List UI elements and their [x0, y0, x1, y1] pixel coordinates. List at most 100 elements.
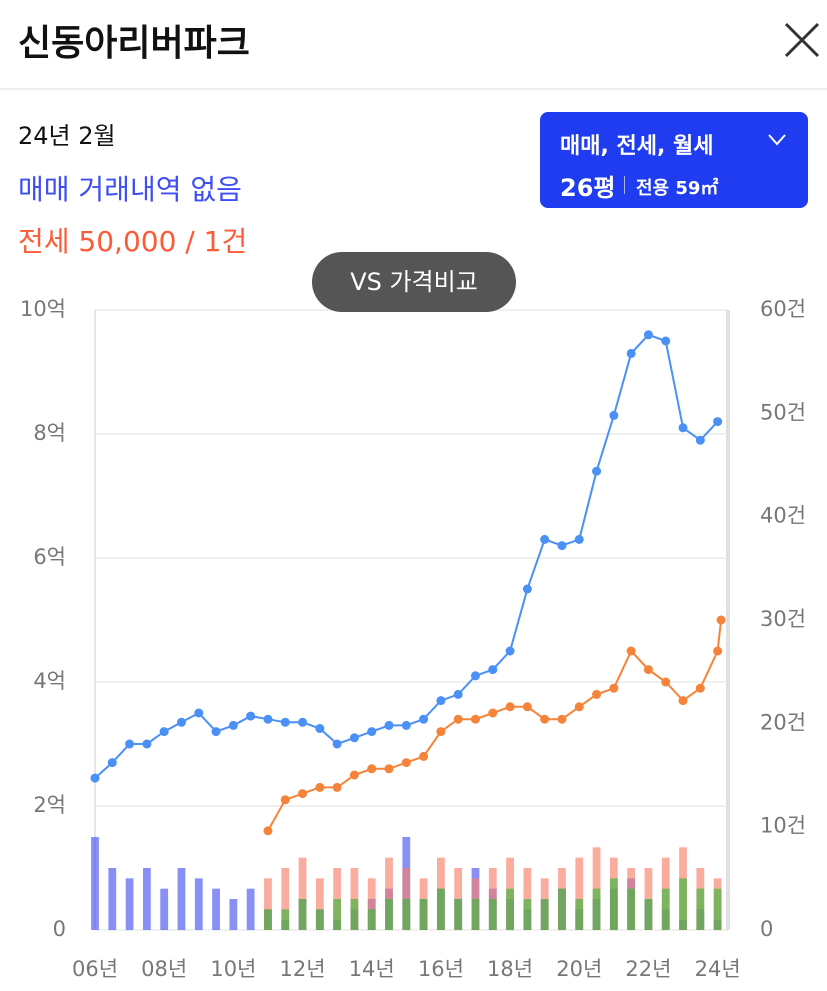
price-dot	[90, 773, 100, 783]
filter-button[interactable]: 매매, 전세, 월세 26평 전용 59㎡	[540, 112, 808, 208]
price-dot	[453, 689, 463, 699]
price-dot	[436, 727, 446, 737]
bar	[713, 888, 722, 930]
bar	[696, 888, 705, 930]
x-tick-label: 20년	[556, 957, 602, 981]
price-dot	[159, 727, 169, 737]
price-dot	[176, 717, 186, 727]
price-dot	[298, 717, 308, 727]
price-dot	[626, 348, 636, 358]
price-dot	[401, 758, 411, 768]
price-dot	[298, 789, 308, 799]
bar	[108, 868, 117, 930]
rent-info: 전세 50,000 / 1건	[18, 225, 248, 258]
bar	[264, 878, 272, 930]
bar	[523, 899, 532, 930]
y2-tick-label: 30건	[760, 607, 806, 631]
price-dot	[695, 683, 705, 693]
sale-info: 매매 거래내역 없음	[18, 173, 242, 206]
price-dot	[643, 665, 653, 675]
price-dot	[609, 683, 619, 693]
bar	[298, 857, 307, 930]
price-dot	[488, 665, 498, 675]
bar	[315, 909, 324, 930]
price-dot	[488, 708, 498, 718]
bar	[558, 888, 566, 930]
bar	[385, 857, 393, 930]
price-dot	[367, 727, 377, 737]
bar	[575, 857, 584, 930]
bar	[142, 868, 151, 930]
y-tick-label: 0	[53, 917, 66, 941]
price-dot	[401, 720, 411, 730]
bar	[367, 909, 376, 930]
price-dot	[713, 417, 723, 427]
price-dot	[349, 733, 359, 743]
bar	[592, 847, 601, 930]
filter-types: 매매, 전세, 월세	[560, 134, 714, 159]
compare-button[interactable]: VS 가격비교	[312, 252, 516, 312]
price-dot	[713, 646, 723, 656]
divider	[0, 88, 827, 90]
x-tick-label: 22년	[625, 957, 671, 981]
price-dot	[661, 336, 671, 346]
bar	[454, 899, 463, 930]
price-dot	[419, 714, 429, 724]
price-dot	[592, 689, 602, 699]
price-dot	[540, 714, 550, 724]
price-dot	[470, 714, 480, 724]
bar	[160, 888, 169, 930]
y2-tick-label: 0	[760, 917, 773, 941]
price-line	[267, 619, 723, 832]
price-dot	[349, 770, 359, 780]
y-tick-label: 10억	[20, 297, 66, 321]
bar	[575, 899, 584, 930]
price-dot	[470, 671, 480, 681]
price-dot	[643, 330, 653, 340]
area: 전용 59㎡	[636, 178, 719, 199]
price-dot	[194, 708, 204, 718]
price-dot	[142, 739, 152, 749]
chevron	[768, 134, 786, 146]
bar	[627, 888, 636, 930]
x-tick-label: 16년	[418, 957, 464, 981]
bar	[315, 878, 324, 930]
price-line	[94, 333, 719, 779]
y2-tick-label: 40건	[760, 504, 806, 528]
price-dot	[716, 615, 726, 625]
bar	[679, 878, 687, 930]
price-dot	[592, 466, 602, 476]
price-dot	[315, 782, 325, 792]
close-button[interactable]	[784, 22, 820, 58]
price-dot	[125, 739, 135, 749]
price-dot	[263, 714, 273, 724]
bar	[177, 868, 186, 930]
price-dot	[228, 720, 238, 730]
y2-tick-label: 20건	[760, 710, 806, 734]
bar	[661, 888, 670, 930]
price-dot	[246, 711, 256, 721]
price-dot	[263, 826, 273, 836]
price-dot	[609, 410, 619, 420]
price-dot	[557, 714, 567, 724]
x-tick-label: 18년	[487, 957, 533, 981]
price-dot	[522, 702, 532, 712]
price-dot	[540, 534, 550, 544]
bar	[506, 888, 514, 930]
y-tick-label: 4억	[33, 669, 66, 693]
price-dot	[280, 717, 290, 727]
price-dot	[384, 720, 394, 730]
price-dot	[107, 758, 117, 768]
x-tick-label: 12년	[280, 957, 326, 981]
price-dot	[678, 696, 688, 706]
bar	[350, 899, 359, 930]
price-dot	[280, 795, 290, 805]
price-dot	[453, 714, 463, 724]
bar	[540, 899, 549, 930]
y2-tick-label: 60건	[760, 297, 806, 321]
bar	[402, 899, 411, 930]
date: 24년 2월	[18, 122, 116, 150]
bar	[212, 888, 220, 930]
bar	[385, 899, 393, 930]
